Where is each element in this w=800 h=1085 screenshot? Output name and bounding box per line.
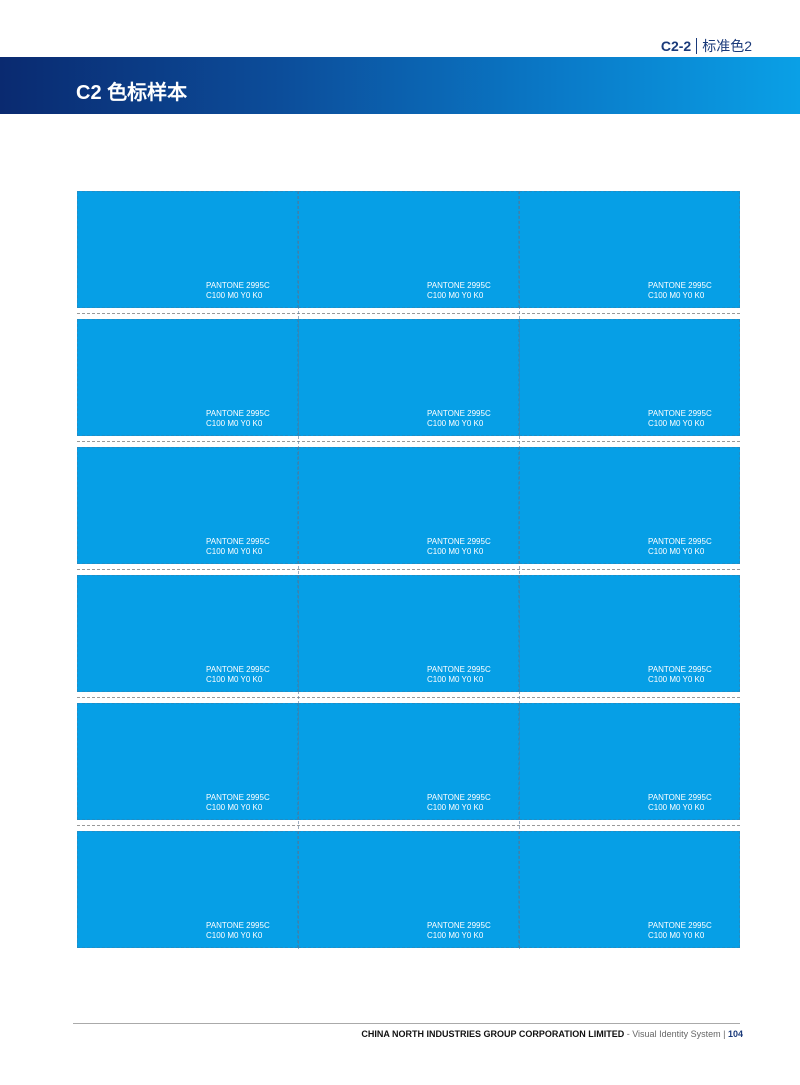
cmyk-value: C100 M0 Y0 K0 [206,931,263,940]
pantone-code: PANTONE 2995C [206,793,270,802]
cmyk-value: C100 M0 Y0 K0 [427,419,484,428]
cmyk-value: C100 M0 Y0 K0 [648,291,705,300]
color-swatch: PANTONE 2995C C100 M0 Y0 K0 [298,831,519,948]
swatch-label: PANTONE 2995C C100 M0 Y0 K0 [427,537,491,557]
cut-line [77,825,740,826]
swatch-label: PANTONE 2995C C100 M0 Y0 K0 [648,537,712,557]
pantone-code: PANTONE 2995C [648,793,712,802]
cut-line [77,313,740,314]
cmyk-value: C100 M0 Y0 K0 [206,675,263,684]
cmyk-value: C100 M0 Y0 K0 [648,547,705,556]
pantone-code: PANTONE 2995C [648,921,712,930]
footer-divider: | [723,1029,726,1039]
pantone-code: PANTONE 2995C [648,665,712,674]
color-swatch: PANTONE 2995C C100 M0 Y0 K0 [77,831,298,948]
system-name: - Visual Identity System [626,1029,721,1039]
title-banner: C2 色标样本 [0,57,800,114]
swatch-label: PANTONE 2995C C100 M0 Y0 K0 [206,793,270,813]
cut-line [77,697,740,698]
section-name: 标准色2 [702,38,752,54]
cmyk-value: C100 M0 Y0 K0 [427,931,484,940]
cmyk-value: C100 M0 Y0 K0 [427,547,484,556]
swatch-label: PANTONE 2995C C100 M0 Y0 K0 [648,665,712,685]
color-swatch: PANTONE 2995C C100 M0 Y0 K0 [519,575,740,692]
cut-line-vertical [298,191,299,949]
pantone-code: PANTONE 2995C [206,537,270,546]
swatch-label: PANTONE 2995C C100 M0 Y0 K0 [427,281,491,301]
swatch-label: PANTONE 2995C C100 M0 Y0 K0 [427,921,491,941]
color-swatch: PANTONE 2995C C100 M0 Y0 K0 [519,191,740,308]
color-swatch: PANTONE 2995C C100 M0 Y0 K0 [298,191,519,308]
pantone-code: PANTONE 2995C [427,921,491,930]
cmyk-value: C100 M0 Y0 K0 [648,803,705,812]
pantone-code: PANTONE 2995C [206,921,270,930]
footer-rule [73,1023,740,1024]
swatch-label: PANTONE 2995C C100 M0 Y0 K0 [206,537,270,557]
cmyk-value: C100 M0 Y0 K0 [427,291,484,300]
cmyk-value: C100 M0 Y0 K0 [648,675,705,684]
color-swatch: PANTONE 2995C C100 M0 Y0 K0 [77,319,298,436]
pantone-code: PANTONE 2995C [206,409,270,418]
pantone-code: PANTONE 2995C [206,665,270,674]
page-number: 104 [727,1029,743,1039]
pantone-code: PANTONE 2995C [648,537,712,546]
color-swatch: PANTONE 2995C C100 M0 Y0 K0 [77,191,298,308]
cut-line-vertical [519,191,520,949]
pantone-code: PANTONE 2995C [648,409,712,418]
cmyk-value: C100 M0 Y0 K0 [206,803,263,812]
page-title: C2 色标样本 [76,82,188,104]
color-swatch: PANTONE 2995C C100 M0 Y0 K0 [77,575,298,692]
color-swatch: PANTONE 2995C C100 M0 Y0 K0 [519,703,740,820]
swatch-label: PANTONE 2995C C100 M0 Y0 K0 [648,409,712,429]
cmyk-value: C100 M0 Y0 K0 [427,803,484,812]
pantone-code: PANTONE 2995C [206,281,270,290]
section-label: C2-2 标准色2 [661,36,752,56]
swatch-label: PANTONE 2995C C100 M0 Y0 K0 [648,793,712,813]
swatch-label: PANTONE 2995C C100 M0 Y0 K0 [648,921,712,941]
cmyk-value: C100 M0 Y0 K0 [648,419,705,428]
company-name: CHINA NORTH INDUSTRIES GROUP CORPORATION… [361,1029,625,1039]
color-swatch: PANTONE 2995C C100 M0 Y0 K0 [519,831,740,948]
swatch-label: PANTONE 2995C C100 M0 Y0 K0 [206,409,270,429]
footer: CHINA NORTH INDUSTRIES GROUP CORPORATION… [361,1029,743,1039]
swatch-label: PANTONE 2995C C100 M0 Y0 K0 [206,281,270,301]
swatch-grid: PANTONE 2995C C100 M0 Y0 K0 PANTONE 2995C C… [77,191,740,949]
pantone-code: PANTONE 2995C [427,537,491,546]
swatch-label: PANTONE 2995C C100 M0 Y0 K0 [427,665,491,685]
cmyk-value: C100 M0 Y0 K0 [648,931,705,940]
color-swatch: PANTONE 2995C C100 M0 Y0 K0 [298,575,519,692]
pantone-code: PANTONE 2995C [427,665,491,674]
divider [696,38,698,54]
pantone-code: PANTONE 2995C [427,281,491,290]
color-swatch: PANTONE 2995C C100 M0 Y0 K0 [298,319,519,436]
color-swatch: PANTONE 2995C C100 M0 Y0 K0 [77,447,298,564]
swatch-label: PANTONE 2995C C100 M0 Y0 K0 [427,793,491,813]
pantone-code: PANTONE 2995C [648,281,712,290]
cut-line [77,441,740,442]
cmyk-value: C100 M0 Y0 K0 [206,547,263,556]
cut-line [77,569,740,570]
pantone-code: PANTONE 2995C [427,409,491,418]
swatch-label: PANTONE 2995C C100 M0 Y0 K0 [427,409,491,429]
color-swatch: PANTONE 2995C C100 M0 Y0 K0 [77,703,298,820]
cmyk-value: C100 M0 Y0 K0 [427,675,484,684]
swatch-label: PANTONE 2995C C100 M0 Y0 K0 [206,921,270,941]
color-swatch: PANTONE 2995C C100 M0 Y0 K0 [298,447,519,564]
section-code: C2-2 [660,38,692,54]
cmyk-value: C100 M0 Y0 K0 [206,419,263,428]
swatch-label: PANTONE 2995C C100 M0 Y0 K0 [648,281,712,301]
cmyk-value: C100 M0 Y0 K0 [206,291,263,300]
color-swatch: PANTONE 2995C C100 M0 Y0 K0 [519,447,740,564]
color-swatch: PANTONE 2995C C100 M0 Y0 K0 [298,703,519,820]
pantone-code: PANTONE 2995C [427,793,491,802]
swatch-label: PANTONE 2995C C100 M0 Y0 K0 [206,665,270,685]
color-swatch: PANTONE 2995C C100 M0 Y0 K0 [519,319,740,436]
